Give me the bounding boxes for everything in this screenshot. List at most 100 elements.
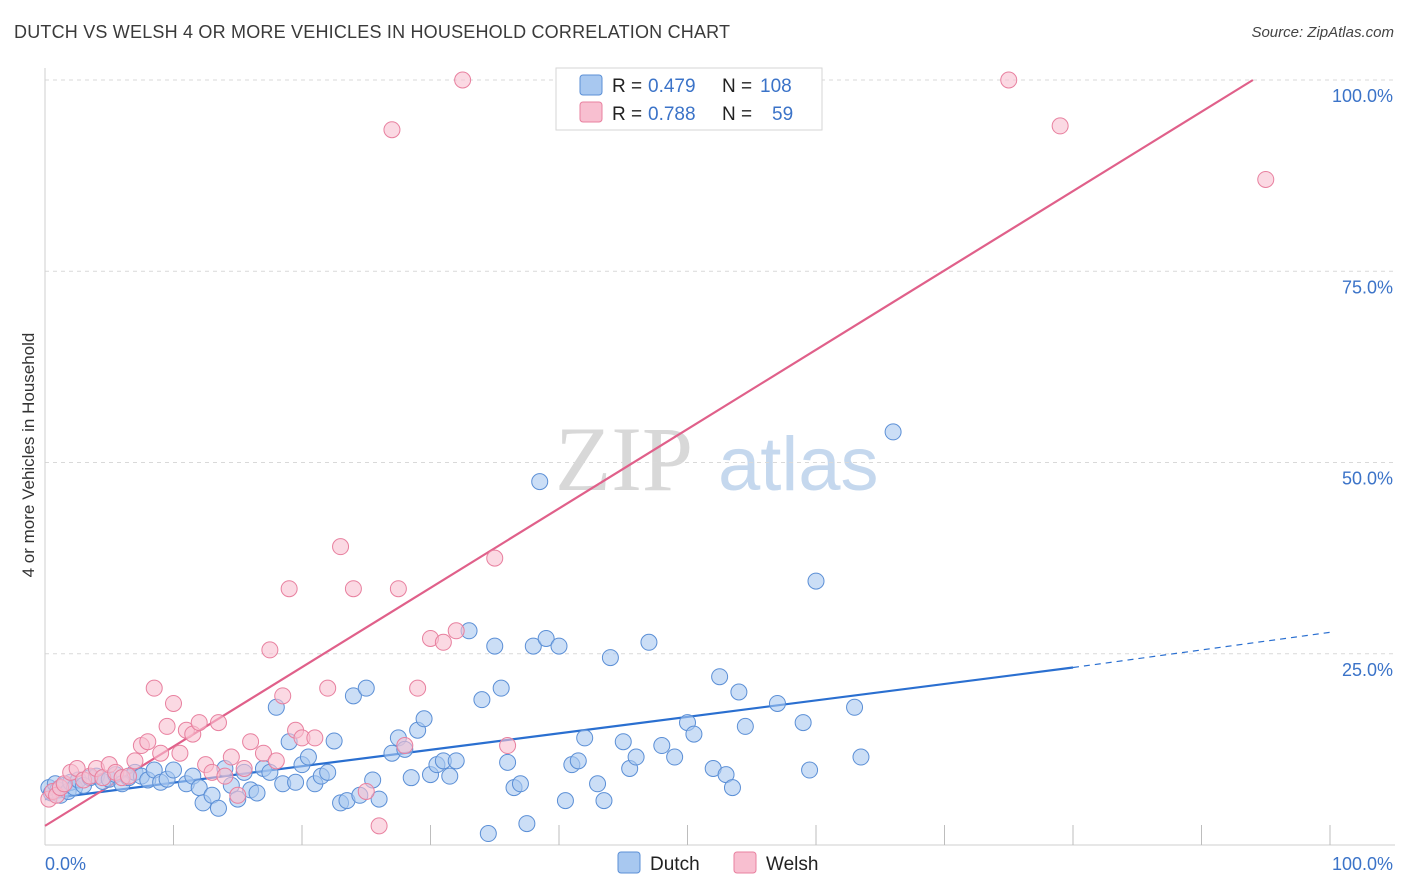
- dutch-point-102: [794, 714, 812, 732]
- x-tick-labels: 0.0% 100.0%: [45, 854, 1393, 874]
- dutch-point-42: [287, 773, 305, 791]
- dutch-point-85: [595, 792, 613, 810]
- legend: R = 0.479 N = 108 R = 0.788 N = 59: [555, 67, 823, 131]
- dutch-point-106: [852, 748, 870, 766]
- x-tick-label-1: 100.0%: [1332, 854, 1393, 874]
- legend-swatch-dutch: [579, 74, 603, 96]
- dutch-point-66: [447, 752, 465, 770]
- dutch-point-55: [370, 790, 388, 808]
- welsh-point-36: [267, 752, 285, 770]
- welsh-point-29: [216, 767, 234, 785]
- dutch-point-91: [653, 737, 671, 755]
- bottom-legend-dutch: Dutch: [650, 854, 700, 875]
- dutch-point-36: [248, 784, 266, 802]
- dutch-point-94: [685, 725, 703, 743]
- dutch-point-107: [884, 423, 902, 441]
- legend-welsh-n-label: N =: [722, 104, 752, 125]
- dutch-point-65: [441, 767, 459, 785]
- dutch-point-30: [209, 799, 227, 817]
- dutch-point-96: [711, 668, 729, 686]
- welsh-point-30: [222, 748, 240, 766]
- welsh-point-33: [242, 733, 260, 751]
- welsh-point-17: [139, 733, 157, 751]
- welsh-point-59: [1257, 170, 1275, 188]
- dutch-point-44: [299, 748, 317, 766]
- watermark: ZIP atlas: [555, 408, 879, 510]
- dutch-point-100: [736, 717, 754, 735]
- welsh-point-21: [165, 694, 182, 712]
- legend-welsh-r-value: 0.788: [648, 104, 696, 125]
- dutch-point-59: [402, 769, 420, 787]
- legend-swatch-welsh: [579, 101, 603, 123]
- welsh-point-32: [235, 760, 253, 777]
- legend-dutch-n-value: 108: [760, 76, 792, 97]
- y-tick-label-3: 100.0%: [1332, 86, 1393, 106]
- welsh-point-43: [332, 538, 350, 556]
- dutch-point-71: [492, 679, 510, 697]
- x-tick-label-0: 0.0%: [45, 854, 86, 874]
- welsh-point-41: [306, 729, 324, 747]
- welsh-point-52: [434, 633, 452, 651]
- dutch-point-89: [627, 748, 645, 766]
- welsh-points: [40, 71, 1275, 835]
- dutch-point-86: [601, 649, 619, 667]
- welsh-point-37: [274, 687, 292, 705]
- dutch-point-68: [473, 691, 491, 709]
- dutch-point-48: [325, 732, 343, 750]
- welsh-point-31: [229, 786, 247, 804]
- y-tick-labels: 25.0% 50.0% 75.0% 100.0%: [1332, 86, 1393, 680]
- dutch-point-90: [640, 633, 658, 651]
- dutch-point-82: [569, 752, 587, 770]
- legend-welsh-n-value: 59: [772, 104, 793, 125]
- legend-dutch-n-label: N =: [722, 76, 752, 97]
- dutch-point-53: [357, 679, 375, 697]
- axes: [44, 68, 1395, 846]
- dutch-point-105: [846, 698, 864, 716]
- dutch-point-75: [518, 815, 536, 833]
- welsh-trend-line: [44, 79, 1254, 827]
- welsh-point-25: [190, 714, 208, 732]
- welsh-point-20: [158, 717, 176, 735]
- welsh-point-57: [1000, 71, 1018, 89]
- dutch-point-103: [801, 761, 819, 779]
- bottom-legend-swatch-dutch: [617, 851, 641, 874]
- dutch-point-78: [537, 629, 555, 647]
- dutch-point-74: [511, 775, 529, 793]
- dutch-point-72: [499, 753, 517, 771]
- dutch-point-24: [165, 761, 182, 779]
- watermark-atlas: atlas: [718, 422, 879, 507]
- welsh-point-14: [120, 767, 138, 785]
- y-tick-label-0: 25.0%: [1342, 660, 1393, 680]
- dutch-point-87: [614, 733, 632, 751]
- dutch-point-51: [344, 687, 362, 705]
- dutch-point-101: [768, 694, 786, 712]
- bottom-legend-welsh: Welsh: [766, 854, 818, 875]
- dutch-point-80: [556, 792, 574, 810]
- welsh-point-28: [209, 714, 227, 732]
- welsh-point-49: [396, 737, 414, 755]
- welsh-point-42: [319, 679, 337, 697]
- welsh-point-50: [409, 679, 427, 697]
- welsh-point-38: [280, 580, 298, 598]
- legend-welsh-r-label: R =: [612, 104, 642, 125]
- dutch-point-70: [486, 637, 504, 655]
- chart-title: DUTCH VS WELSH 4 OR MORE VEHICLES IN HOU…: [14, 22, 731, 42]
- dutch-point-92: [666, 748, 684, 766]
- welsh-point-58: [1051, 117, 1069, 135]
- dutch-point-77: [531, 473, 549, 491]
- dutch-point-76: [524, 637, 542, 655]
- dutch-point-99: [730, 683, 748, 701]
- legend-dutch-r-value: 0.479: [648, 76, 696, 97]
- dutch-point-83: [576, 729, 594, 747]
- legend-dutch-r-label: R =: [612, 76, 642, 97]
- welsh-point-44: [344, 580, 362, 598]
- welsh-point-55: [486, 549, 504, 567]
- welsh-point-45: [357, 782, 375, 800]
- bottom-legend: Dutch Welsh: [617, 851, 818, 875]
- dutch-trend-extension: [1072, 631, 1331, 669]
- gridlines: [45, 79, 1395, 655]
- welsh-point-19: [152, 744, 170, 762]
- welsh-point-47: [383, 121, 401, 139]
- y-tick-label-2: 75.0%: [1342, 277, 1393, 297]
